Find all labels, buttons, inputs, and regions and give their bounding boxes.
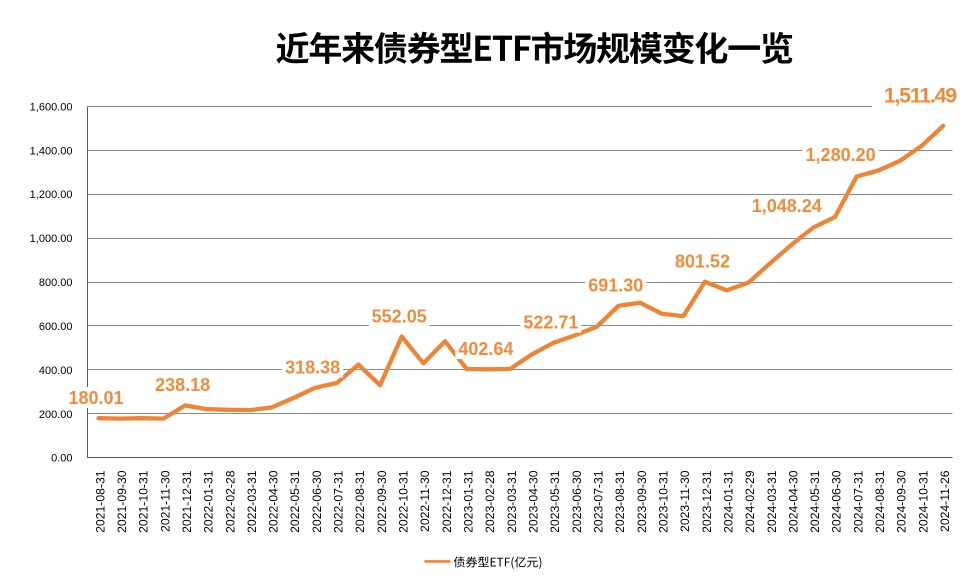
svg-text:2021-12-31: 2021-12-31: [180, 470, 194, 533]
svg-text:2022-11-30: 2022-11-30: [418, 470, 432, 532]
svg-text:1,000.00: 1,000.00: [30, 233, 73, 245]
svg-text:1,200.00: 1,200.00: [30, 189, 73, 201]
svg-text:0.00: 0.00: [51, 453, 72, 465]
svg-text:200.00: 200.00: [39, 409, 73, 421]
svg-text:552.05: 552.05: [372, 306, 427, 326]
svg-text:2022-04-30: 2022-04-30: [267, 470, 281, 533]
svg-text:2022-09-30: 2022-09-30: [375, 470, 389, 533]
svg-text:2023-08-31: 2023-08-31: [613, 470, 627, 533]
svg-text:2021-09-30: 2021-09-30: [115, 470, 129, 533]
svg-text:2023-11-30: 2023-11-30: [678, 470, 692, 532]
svg-text:2023-07-31: 2023-07-31: [592, 470, 606, 533]
svg-text:2024-10-31: 2024-10-31: [916, 470, 930, 533]
svg-text:2022-07-31: 2022-07-31: [332, 470, 346, 533]
svg-text:2023-04-30: 2023-04-30: [527, 470, 541, 533]
svg-text:2024-03-31: 2024-03-31: [765, 470, 779, 533]
svg-text:2023-10-31: 2023-10-31: [657, 470, 671, 533]
svg-text:2022-06-30: 2022-06-30: [310, 470, 324, 533]
svg-text:522.71: 522.71: [523, 313, 578, 333]
svg-text:2024-06-30: 2024-06-30: [830, 470, 844, 533]
svg-text:1,280.20: 1,280.20: [806, 145, 876, 165]
svg-text:2021-11-30: 2021-11-30: [158, 470, 172, 532]
svg-text:180.01: 180.01: [68, 388, 123, 408]
svg-text:2024-09-30: 2024-09-30: [895, 470, 909, 533]
svg-text:2023-05-31: 2023-05-31: [548, 470, 562, 533]
svg-text:2022-01-31: 2022-01-31: [202, 470, 216, 533]
svg-text:2023-09-30: 2023-09-30: [635, 470, 649, 533]
svg-text:2021-10-31: 2021-10-31: [137, 470, 151, 533]
svg-text:2024-04-30: 2024-04-30: [786, 470, 800, 533]
svg-text:402.64: 402.64: [458, 339, 513, 359]
svg-text:2024-02-29: 2024-02-29: [743, 470, 757, 533]
svg-text:2024-07-31: 2024-07-31: [851, 470, 865, 533]
svg-text:2022-03-31: 2022-03-31: [245, 470, 259, 533]
svg-text:801.52: 801.52: [675, 252, 730, 272]
svg-text:2022-12-31: 2022-12-31: [440, 470, 454, 533]
svg-text:1,048.24: 1,048.24: [752, 196, 822, 216]
svg-text:2024-11-26: 2024-11-26: [938, 470, 952, 532]
svg-text:1,600.00: 1,600.00: [30, 101, 73, 113]
svg-text:2022-10-31: 2022-10-31: [397, 470, 411, 533]
svg-text:2024-05-31: 2024-05-31: [808, 470, 822, 533]
svg-text:2023-01-31: 2023-01-31: [462, 470, 476, 533]
svg-text:2024-01-31: 2024-01-31: [721, 470, 735, 533]
svg-text:1,511.49: 1,511.49: [884, 84, 957, 108]
svg-text:600.00: 600.00: [39, 321, 73, 333]
svg-text:800.00: 800.00: [39, 277, 73, 289]
svg-text:2024-08-31: 2024-08-31: [873, 470, 887, 533]
svg-text:2022-08-31: 2022-08-31: [353, 470, 367, 533]
svg-text:318.38: 318.38: [285, 358, 340, 378]
svg-text:2022-05-31: 2022-05-31: [288, 470, 302, 533]
svg-text:2023-06-30: 2023-06-30: [570, 470, 584, 533]
svg-text:2023-03-31: 2023-03-31: [505, 470, 519, 533]
svg-text:1,400.00: 1,400.00: [30, 145, 73, 157]
svg-text:2023-02-28: 2023-02-28: [483, 470, 497, 533]
svg-text:2021-08-31: 2021-08-31: [93, 470, 107, 533]
svg-text:238.18: 238.18: [155, 375, 210, 395]
svg-text:2023-12-31: 2023-12-31: [700, 470, 714, 533]
svg-text:400.00: 400.00: [39, 365, 73, 377]
svg-text:2022-02-28: 2022-02-28: [223, 470, 237, 533]
svg-text:691.30: 691.30: [588, 276, 643, 296]
